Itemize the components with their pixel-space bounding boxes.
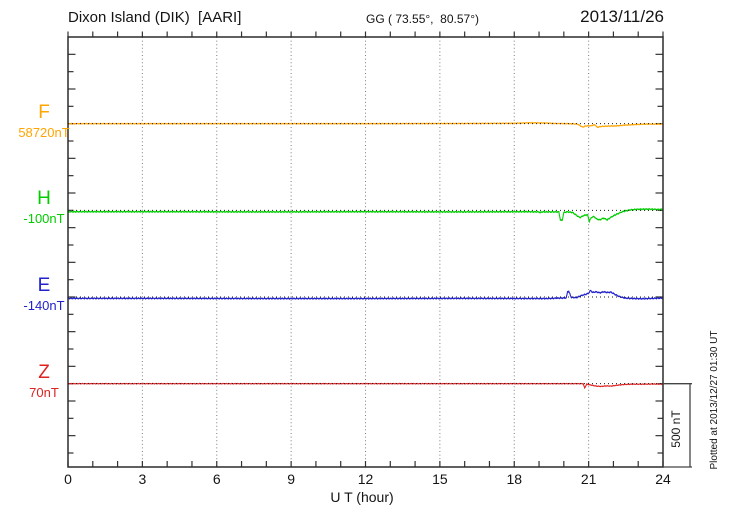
channel-letter-E: E xyxy=(37,274,51,296)
x-tick-label-3: 3 xyxy=(138,471,147,487)
x-tick-label-15: 15 xyxy=(432,471,448,487)
x-tick-label-21: 21 xyxy=(580,471,597,487)
x-tick-label-24: 24 xyxy=(655,471,671,487)
x-tick-label-12: 12 xyxy=(357,471,374,487)
trace-F xyxy=(67,121,664,128)
channel-letter-F: F xyxy=(38,101,50,123)
trace-Z xyxy=(67,382,664,390)
scale-bar xyxy=(663,383,692,468)
channel-baseline-value-Z: 70nT xyxy=(29,384,59,400)
channel-letter-Z: Z xyxy=(38,361,50,383)
x-tick-label-18: 18 xyxy=(506,471,523,487)
scale-bar-label: 500 nT xyxy=(669,410,683,448)
page-title: Dixon Island (DIK) [AARI] xyxy=(68,9,242,26)
x-tick-label-6: 6 xyxy=(212,471,221,487)
plot-frame xyxy=(67,36,664,468)
x-tick-label-9: 9 xyxy=(287,471,296,487)
trace-E xyxy=(67,289,664,301)
trace-H xyxy=(67,207,664,224)
plotted-at-label: Plotted at 2013/12/27 01:30 UT xyxy=(709,331,720,470)
channel-letter-H: H xyxy=(37,188,51,210)
x-tick-label-0: 0 xyxy=(64,471,72,487)
x-axis-label: U T (hour) xyxy=(330,489,394,505)
channel-baseline-value-F: 58720nT xyxy=(18,124,70,140)
geographic-coords-label: GG ( 73.55°, 80.57°) xyxy=(366,12,479,26)
channel-baseline-value-H: -100nT xyxy=(23,211,65,227)
channel-baseline-value-E: -140nT xyxy=(23,297,65,313)
date-label: 2013/11/26 xyxy=(580,7,664,26)
